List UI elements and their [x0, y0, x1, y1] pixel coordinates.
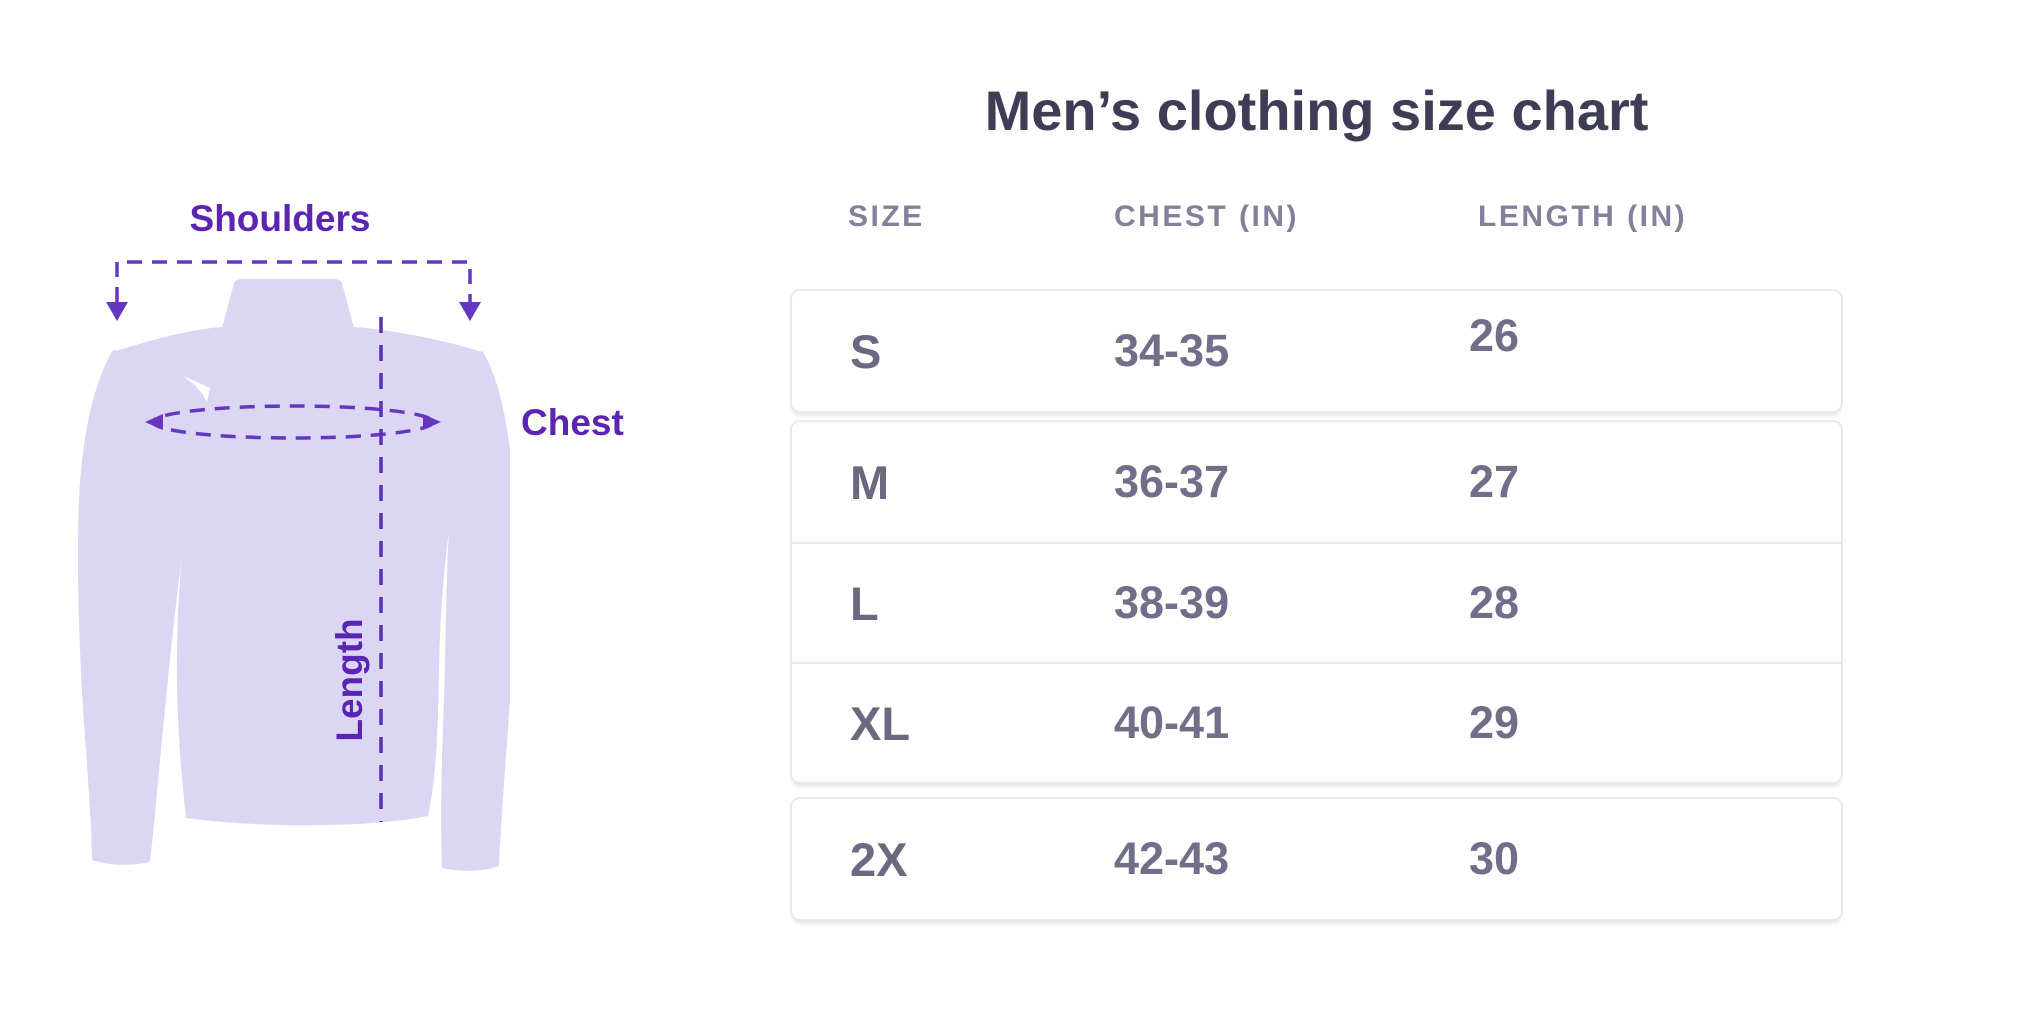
length-cell: 27: [1469, 456, 1520, 507]
length-cell: 28: [1469, 577, 1520, 628]
page-title: Men’s clothing size chart: [984, 79, 1649, 142]
shirt-back-icon: [77, 279, 515, 871]
size-cell: 2X: [850, 832, 908, 886]
table-row: S 34-35 26: [792, 291, 1841, 411]
table-card: 2X 42-43 30: [790, 797, 1843, 921]
size-table: S 34-35 26 M 36-37 27 L 38-39 28 XL 40-41 29 2X 42-43…: [790, 289, 1843, 921]
table-card: M 36-37 27 L 38-39 28 XL 40-41 29: [790, 420, 1843, 784]
shoulders-label: Shoulders: [189, 198, 371, 239]
column-header-chest: CHEST (in): [1114, 200, 1299, 233]
table-row: L 38-39 28: [792, 542, 1841, 662]
length-cell: 29: [1469, 697, 1520, 748]
table-row: XL 40-41 29: [792, 662, 1841, 782]
chest-cell: 42-43: [1114, 833, 1230, 884]
size-cell: M: [850, 455, 890, 509]
table-row: 2X 42-43 30: [792, 799, 1841, 919]
length-label: Length: [329, 618, 370, 742]
length-cell: 30: [1469, 833, 1520, 884]
table-header-row: SIZE CHEST (in) LENGTH (in): [790, 196, 1843, 238]
chest-cell: 40-41: [1114, 697, 1230, 748]
column-header-size: SIZE: [848, 200, 925, 233]
chest-cell: 36-37: [1114, 456, 1230, 507]
size-cell: L: [850, 576, 879, 630]
column-header-length: LENGTH (in): [1478, 200, 1688, 233]
length-cell: 26: [1469, 310, 1520, 361]
chest-cell: 34-35: [1114, 325, 1230, 376]
table-row: M 36-37 27: [792, 422, 1841, 542]
size-cell: XL: [850, 696, 911, 750]
shirt-illustration: [70, 270, 515, 885]
chest-label: Chest: [521, 402, 624, 443]
size-cell: S: [850, 324, 882, 378]
table-card: S 34-35 26: [790, 289, 1843, 413]
chest-cell: 38-39: [1114, 577, 1230, 628]
